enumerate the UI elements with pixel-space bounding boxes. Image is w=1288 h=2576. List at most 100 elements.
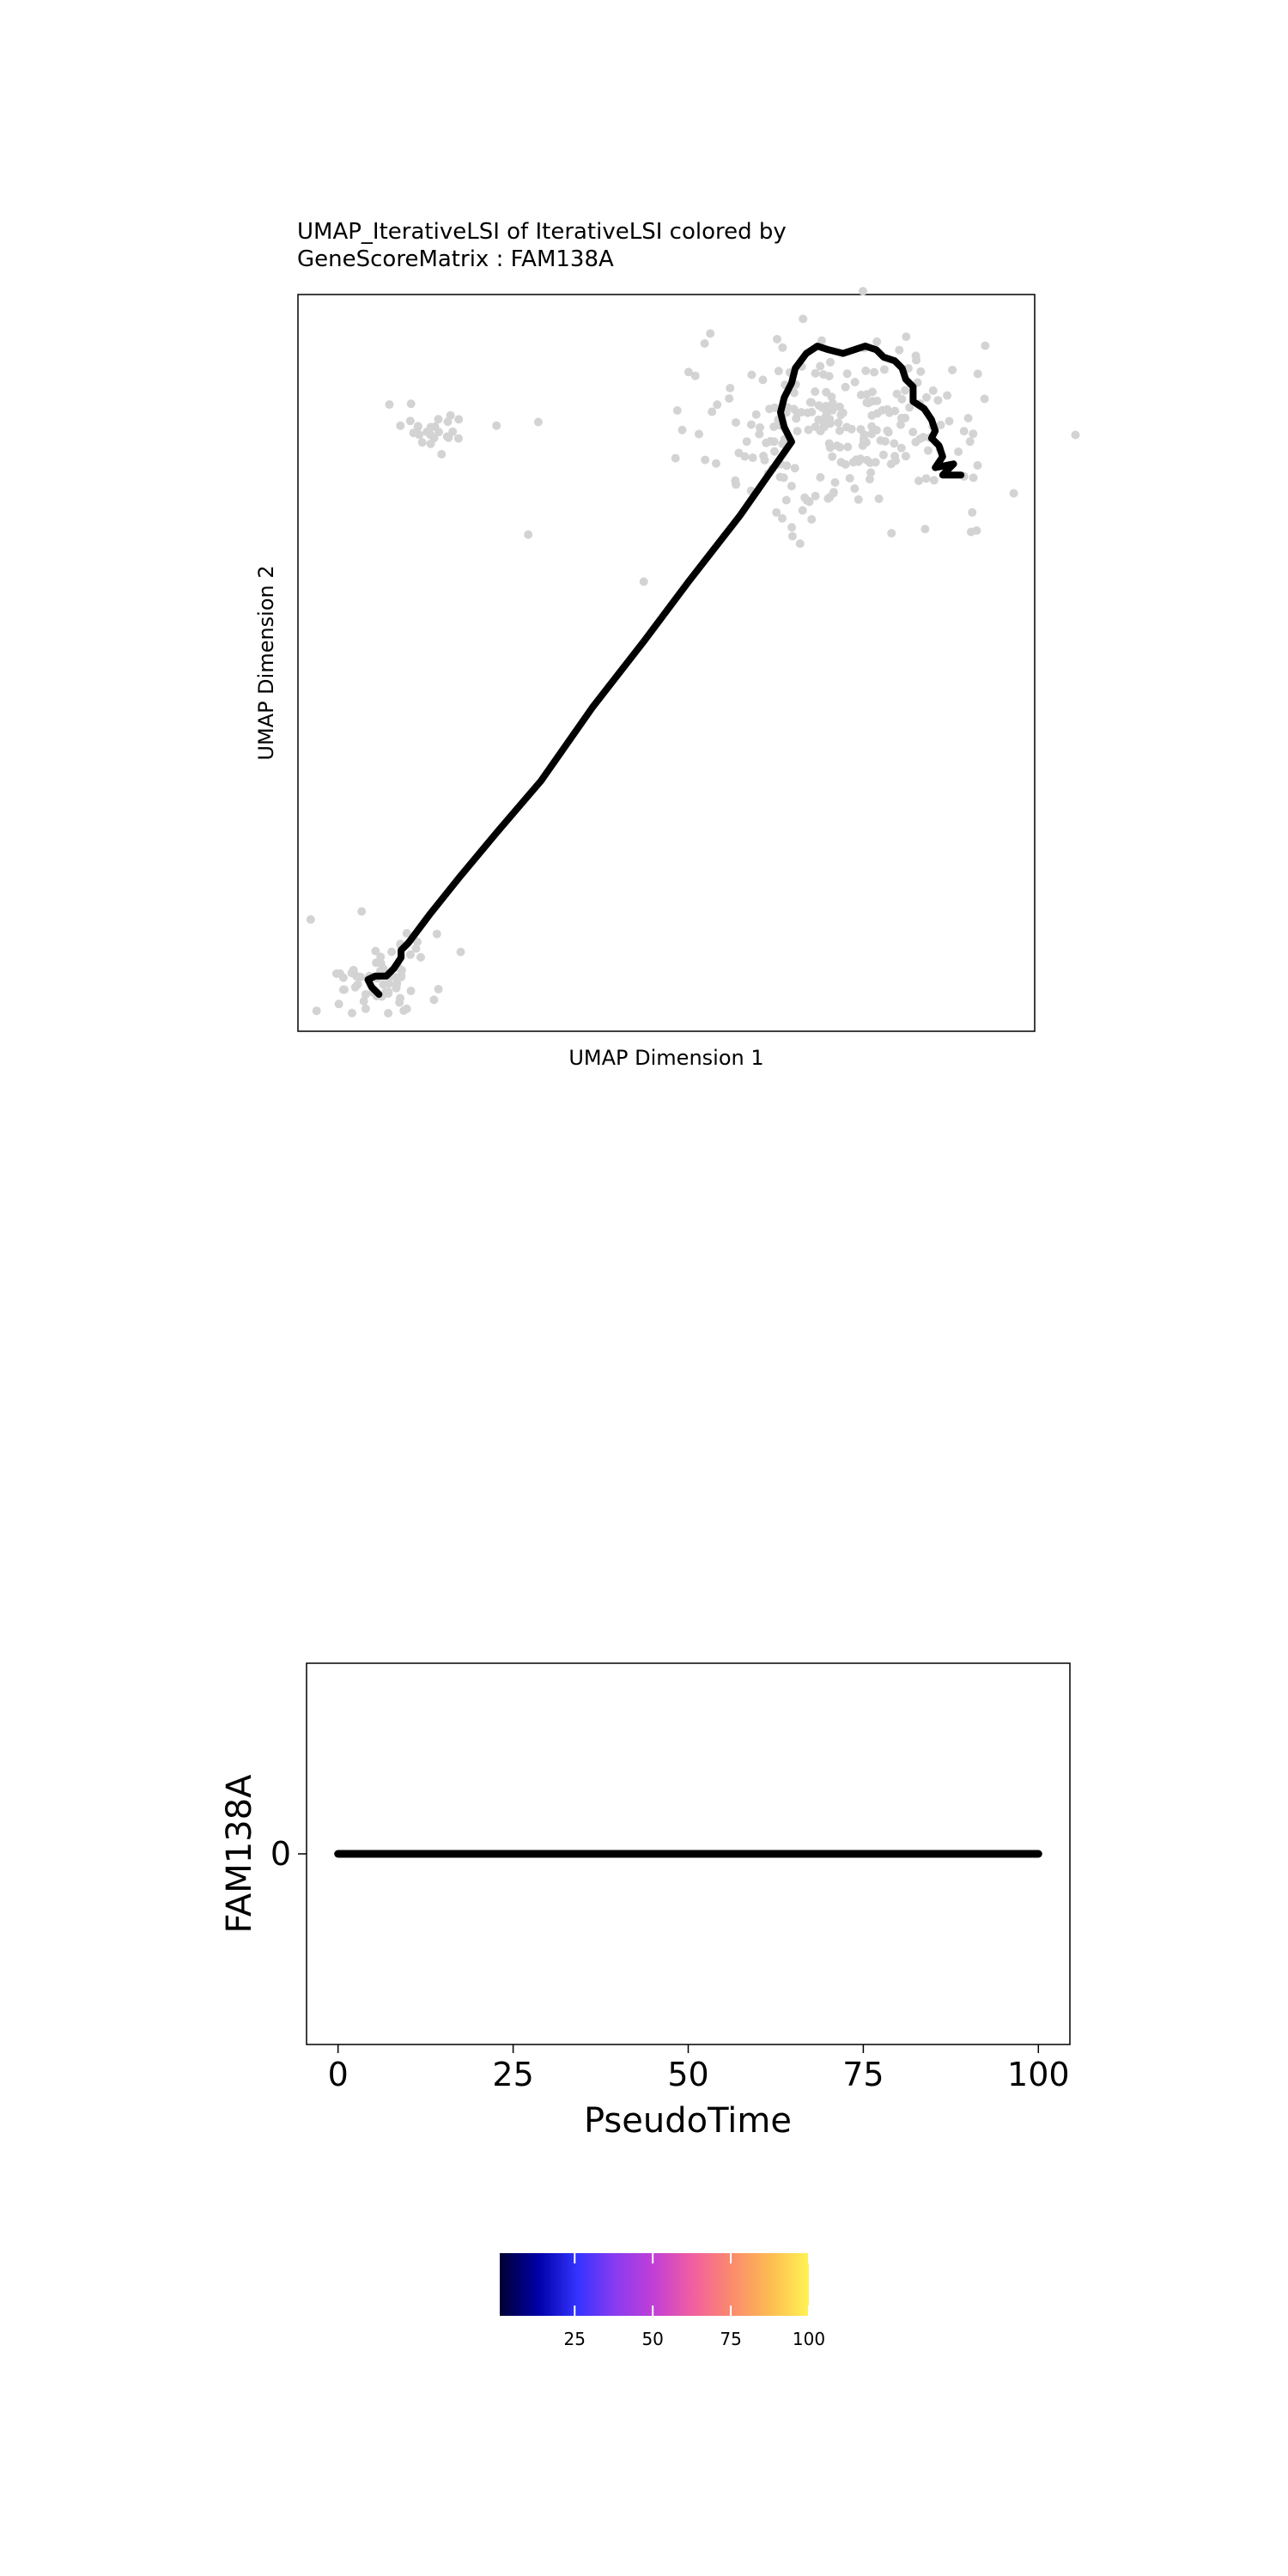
cell-point (406, 399, 416, 409)
cell-point (804, 425, 813, 434)
cell-point (732, 418, 740, 427)
cell-point (492, 421, 501, 430)
cell-point (770, 447, 779, 456)
x-tick-label: 50 (667, 2056, 708, 2093)
x-tick-label: 25 (492, 2056, 533, 2093)
cell-point (919, 433, 928, 442)
cell-point (914, 477, 923, 485)
umap-points (306, 287, 1080, 1018)
colorbar-tick-label: 100 (793, 2329, 825, 2349)
cell-point (981, 341, 990, 350)
cell-point (834, 418, 843, 428)
cell-point (792, 414, 801, 423)
cell-point (671, 453, 680, 463)
cell-point (789, 388, 799, 398)
colorbar-ticks: 25 50 75 100 (564, 2253, 825, 2349)
cell-point (814, 415, 823, 424)
cell-point (787, 523, 797, 532)
cell-point (402, 928, 411, 938)
y-axis-ticks: 0 (270, 1835, 307, 1873)
cell-point (677, 425, 687, 434)
cell-point (411, 944, 421, 953)
cell-point (886, 459, 896, 469)
cell-point (384, 989, 393, 999)
cell-point (836, 458, 846, 467)
cell-point (973, 369, 982, 379)
cell-point (921, 474, 931, 483)
cell-point (805, 398, 815, 407)
cell-point (901, 386, 909, 395)
cell-point (347, 969, 356, 978)
cell-point (827, 392, 836, 402)
cell-point (878, 450, 888, 459)
cell-point (306, 914, 315, 924)
cell-point (781, 495, 791, 505)
cell-point (756, 422, 764, 432)
cell-point (713, 400, 722, 410)
cell-point (892, 389, 902, 398)
cell-point (916, 367, 926, 376)
cell-point (434, 985, 443, 993)
cell-point (706, 329, 715, 338)
cell-point (864, 398, 873, 408)
cell-point (872, 337, 882, 346)
cell-point (371, 946, 380, 956)
cell-point (829, 489, 838, 498)
cell-point (385, 400, 394, 410)
cell-point (862, 455, 872, 465)
cell-point (765, 404, 775, 414)
cell-point (862, 390, 872, 399)
cell-point (880, 437, 890, 446)
cell-point (748, 453, 757, 463)
cell-point (799, 314, 808, 324)
cell-point (933, 396, 943, 405)
cell-point (963, 414, 973, 422)
cell-point (392, 983, 401, 993)
x-axis-ticks: 0 25 50 75 100 (328, 2044, 1070, 2093)
cell-point (430, 422, 440, 431)
cell-point (402, 1004, 411, 1013)
cell-point (870, 368, 878, 377)
cell-point (819, 422, 829, 432)
colorbar (500, 2253, 809, 2316)
cell-point (954, 447, 963, 457)
cell-point (911, 437, 920, 447)
cell-point (397, 971, 406, 981)
cell-point (793, 427, 802, 436)
cell-point (828, 398, 837, 408)
cell-point (850, 484, 860, 493)
cell-point (811, 368, 820, 378)
cell-point (816, 361, 825, 371)
umap-y-axis-label: UMAP Dimension 2 (254, 565, 278, 760)
cell-point (413, 422, 422, 431)
cell-point (867, 410, 877, 420)
cell-point (379, 980, 388, 989)
cell-point (456, 947, 465, 957)
cell-point (348, 1008, 356, 1018)
cell-point (814, 401, 823, 410)
cell-point (533, 417, 543, 427)
cell-point (866, 468, 876, 477)
cell-point (897, 394, 907, 404)
cell-point (795, 539, 805, 549)
cell-point (409, 428, 418, 438)
cell-point (759, 452, 769, 460)
colorbar-tick-label: 25 (564, 2329, 586, 2349)
cell-point (797, 408, 806, 417)
cell-point (742, 437, 751, 447)
cell-point (787, 482, 796, 491)
cell-point (432, 929, 441, 939)
cell-point (355, 972, 365, 981)
cell-point (959, 427, 969, 436)
cell-point (524, 530, 533, 539)
cell-point (778, 343, 787, 352)
cell-point (845, 474, 854, 483)
cell-point (734, 448, 744, 458)
umap-subtitle: GeneScoreMatrix : FAM138A (297, 246, 614, 272)
cell-point (858, 441, 867, 450)
cell-point (980, 394, 989, 404)
trajectory-line (364, 343, 965, 999)
cell-point (861, 366, 871, 375)
cell-point (405, 416, 415, 426)
cell-point (454, 415, 464, 424)
